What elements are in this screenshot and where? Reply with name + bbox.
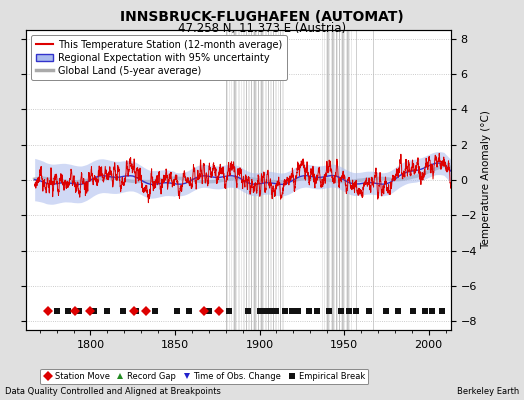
Bar <box>273 30 275 330</box>
Bar <box>251 30 253 330</box>
Bar <box>226 30 227 330</box>
Bar <box>258 30 259 330</box>
Bar <box>327 30 329 330</box>
Bar <box>342 30 344 330</box>
Bar <box>336 30 337 330</box>
Y-axis label: Temperature Anomaly (°C): Temperature Anomaly (°C) <box>481 110 491 250</box>
Legend: Station Move, Record Gap, Time of Obs. Change, Empirical Break: Station Move, Record Gap, Time of Obs. C… <box>40 369 368 384</box>
Text: Berkeley Earth: Berkeley Earth <box>456 387 519 396</box>
Bar <box>280 30 281 330</box>
Bar <box>255 30 256 330</box>
Text: 47.258 N, 11.373 E (Austria): 47.258 N, 11.373 E (Austria) <box>178 22 346 35</box>
Bar <box>347 30 349 330</box>
Bar <box>339 30 341 330</box>
Bar <box>373 30 374 330</box>
Bar <box>332 30 334 330</box>
Bar <box>261 30 263 330</box>
Bar <box>356 30 357 330</box>
Bar <box>268 30 269 330</box>
Bar <box>234 30 236 330</box>
Text: INNSBRUCK-FLUGHAFEN (AUTOMAT): INNSBRUCK-FLUGHAFEN (AUTOMAT) <box>120 10 404 24</box>
Text: Data Quality Controlled and Aligned at Breakpoints: Data Quality Controlled and Aligned at B… <box>5 387 221 396</box>
Bar <box>246 30 247 330</box>
